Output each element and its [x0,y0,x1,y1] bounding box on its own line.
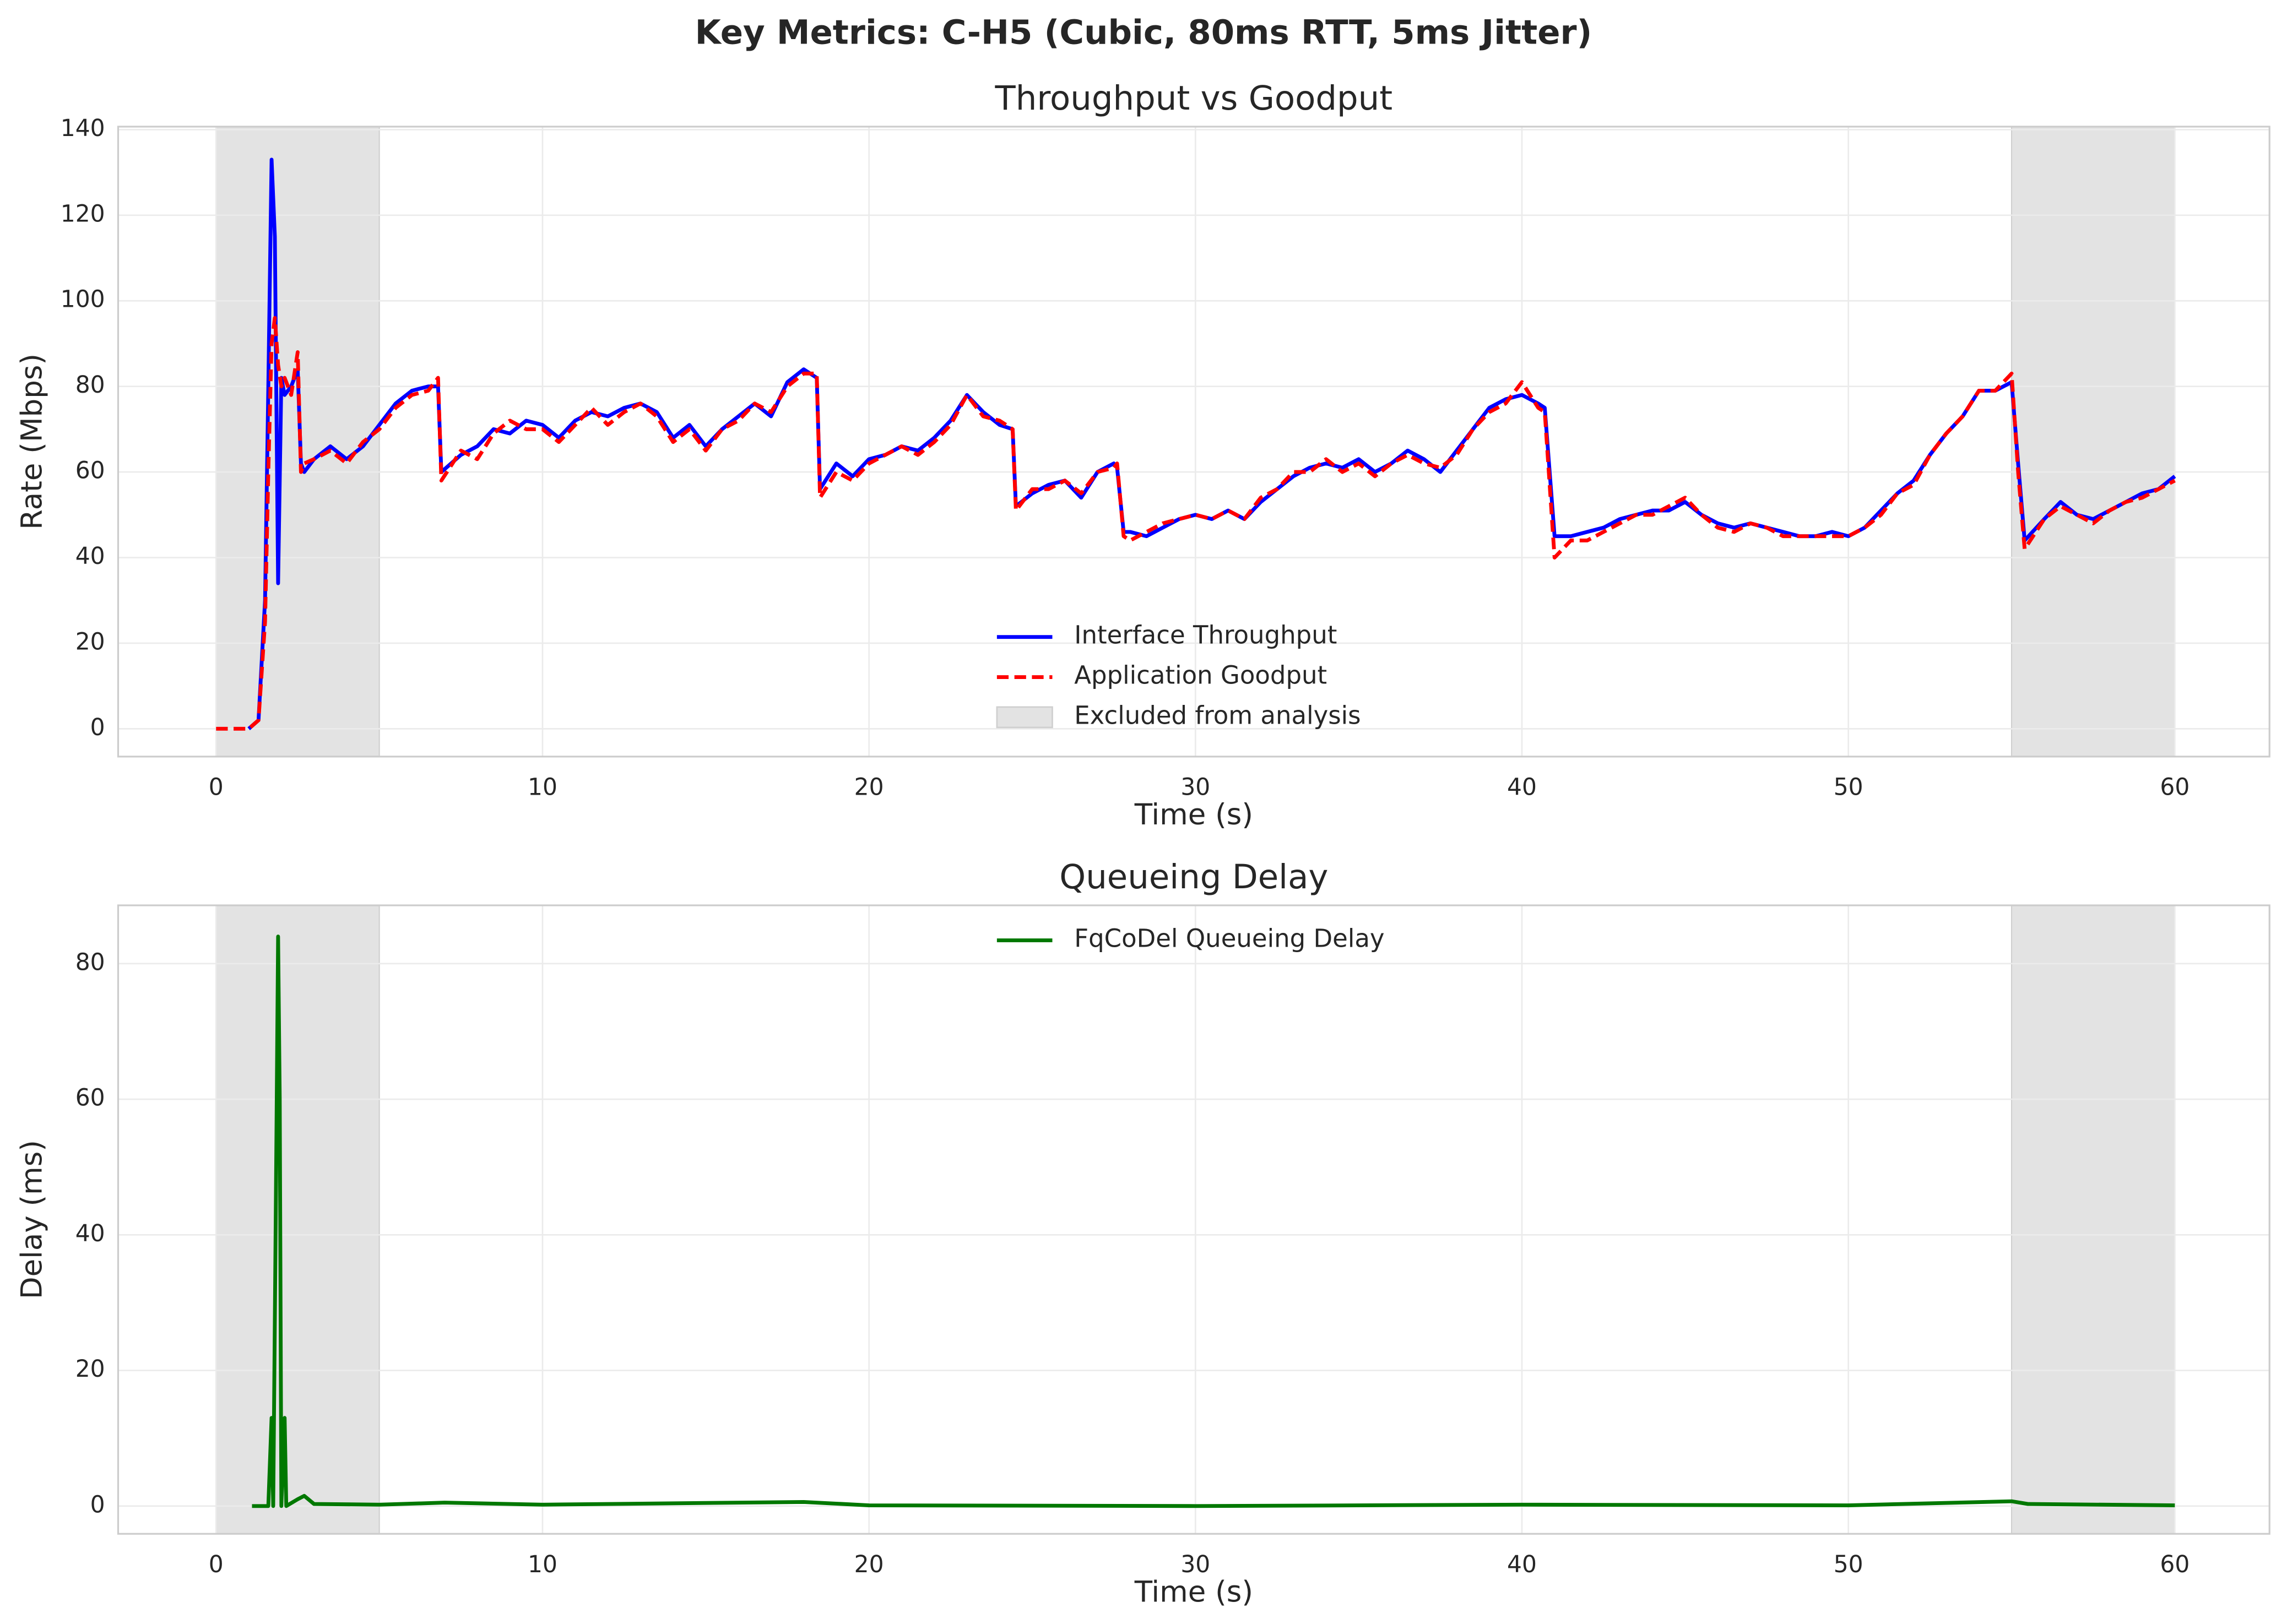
y-tick-label: 60 [75,1084,105,1111]
legend-label: Excluded from analysis [1074,700,1361,730]
y-axis-label: Delay (ms) [15,1140,49,1299]
x-tick-label: 30 [1180,1551,1210,1578]
subplot-title: Throughput vs Goodput [995,79,1393,118]
x-tick-label: 0 [209,774,224,801]
figure-title: Key Metrics: C-H5 (Cubic, 80ms RTT, 5ms … [695,13,1592,52]
legend-swatch [996,706,1053,729]
legend-label: Interface Throughput [1074,621,1337,650]
legend-label: Application Goodput [1074,661,1327,690]
legend: FqCoDel Queueing Delay [996,924,1385,953]
x-axis-label: Time (s) [1134,798,1253,832]
x-tick-label: 40 [1507,774,1537,801]
y-tick-label: 80 [75,371,105,398]
x-tick-label: 30 [1180,774,1210,801]
y-tick-label: 80 [75,948,105,975]
y-tick-label: 140 [61,115,105,142]
x-tick-label: 50 [1834,774,1863,801]
x-tick-label: 40 [1507,1551,1537,1578]
x-tick-label: 0 [209,1551,224,1578]
y-tick-label: 120 [61,200,105,227]
series-line [216,316,2176,731]
legend-label: FqCoDel Queueing Delay [1074,924,1384,953]
x-tick-label: 20 [854,1551,884,1578]
x-tick-label: 10 [528,774,557,801]
x-tick-label: 10 [528,1551,557,1578]
y-axis-label: Rate (Mbps) [15,354,49,530]
y-tick-label: 100 [61,286,105,313]
excluded-span [2010,904,2176,1535]
x-tick-label: 20 [854,774,884,801]
plot-frame [117,904,2270,1535]
x-tick-label: 60 [2160,1551,2190,1578]
y-tick-label: 60 [75,457,105,484]
y-tick-label: 0 [90,1491,105,1518]
excluded-span [215,126,380,757]
y-tick-label: 0 [90,714,105,741]
y-tick-label: 20 [75,628,105,655]
subplot-title: Queueing Delay [1059,857,1328,897]
subplot: 0 10 20 30 40 50 60 0 20 40 60 80 Queueing Delay Time… [15,857,2270,1609]
subplot: 0 10 20 30 40 50 60 0 20 40 60 80 100 120 140 Throughpu… [15,79,2270,832]
legend: Interface Throughput Application Goodput E… [996,621,1361,730]
x-tick-label: 50 [1834,1551,1863,1578]
excluded-span [2010,126,2176,757]
plot-frame [117,126,2270,758]
x-axis-label: Time (s) [1134,1575,1253,1609]
y-tick-label: 40 [75,542,105,569]
x-tick-label: 60 [2160,774,2190,801]
y-tick-label: 40 [75,1220,105,1247]
y-tick-label: 20 [75,1355,105,1382]
series-line [252,935,2175,1508]
excluded-span [215,904,380,1535]
